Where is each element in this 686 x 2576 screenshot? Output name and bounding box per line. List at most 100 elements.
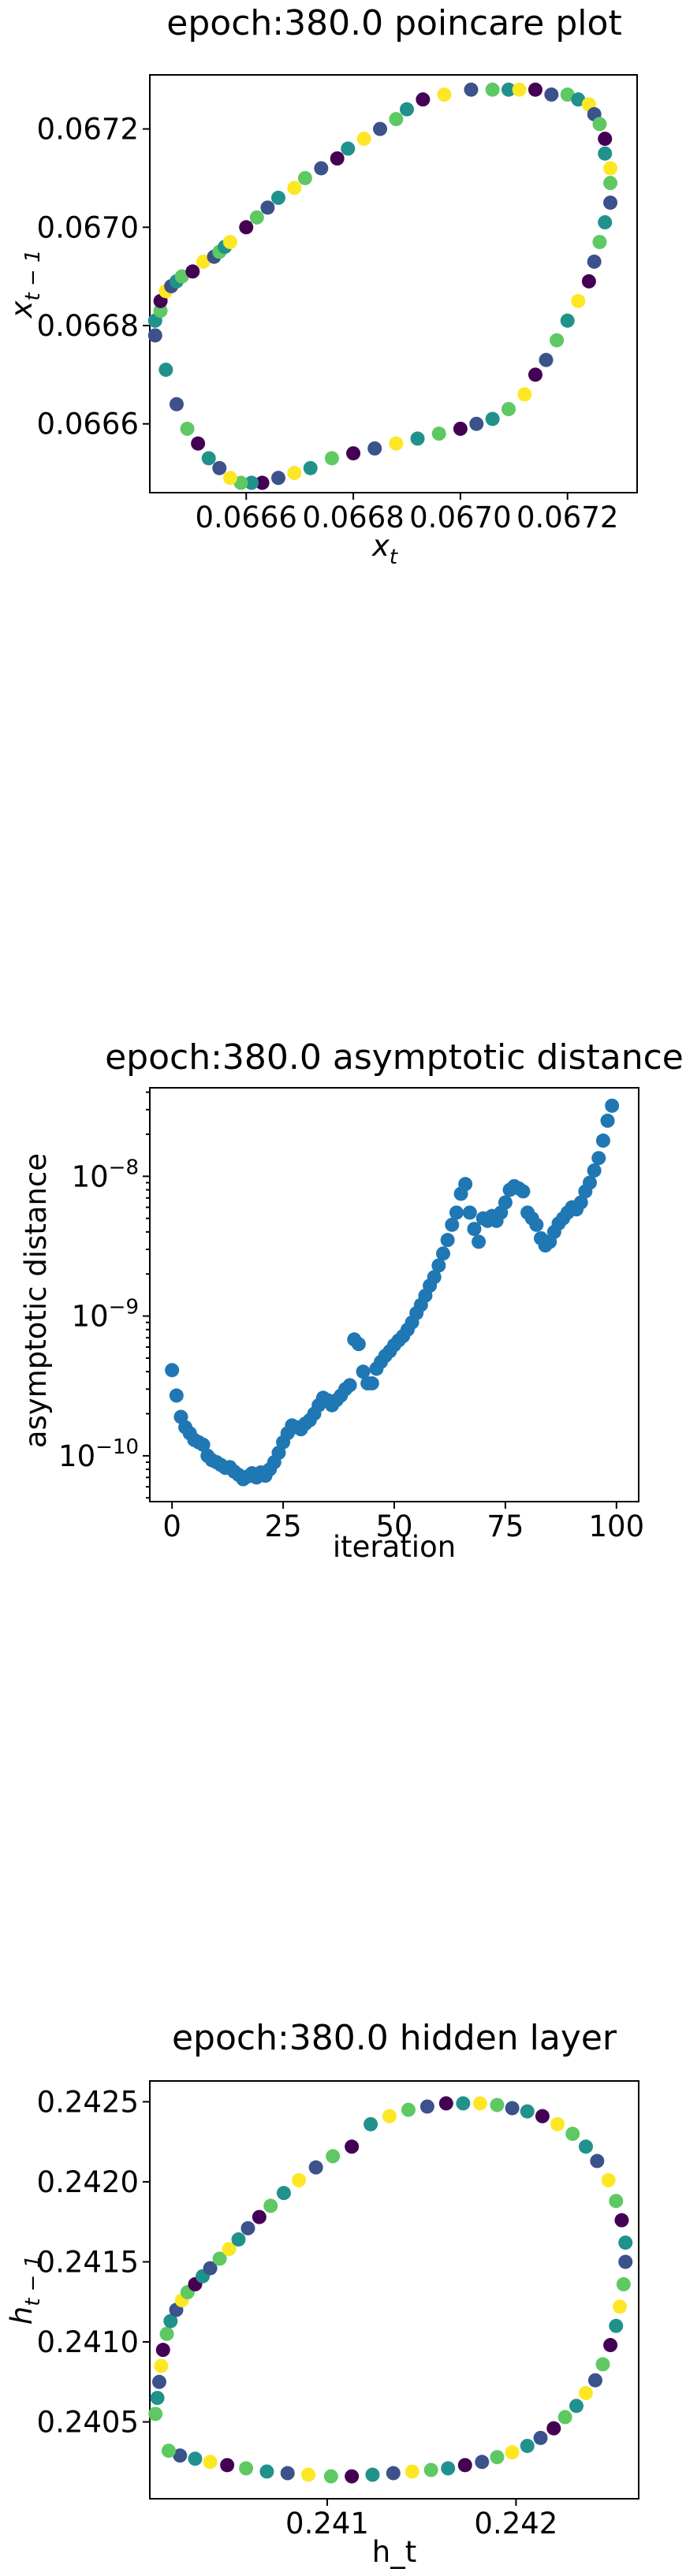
scatter-point bbox=[571, 293, 586, 308]
scatter-point bbox=[147, 328, 162, 343]
x-tick-label: 100 bbox=[589, 1509, 645, 1543]
scatter-point bbox=[485, 411, 500, 426]
scatter-point bbox=[472, 1234, 487, 1249]
scatter-point bbox=[297, 170, 312, 185]
asymptotic-chart: epoch:380.0 asymptotic distance 0 25 50 75 1… bbox=[19, 1037, 684, 1564]
scatter-point bbox=[239, 2461, 254, 2476]
scatter-point bbox=[440, 1233, 455, 1248]
scatter-point bbox=[528, 82, 542, 97]
asymptotic-y-label: asymptotic distance bbox=[19, 1153, 53, 1448]
scatter-point bbox=[469, 416, 484, 431]
y-tick-label: 0.0672 bbox=[37, 113, 139, 147]
scatter-point bbox=[203, 2455, 218, 2470]
asymptotic-x-ticks: 0 25 50 75 100 bbox=[162, 1502, 644, 1543]
scatter-point bbox=[201, 451, 216, 466]
scatter-point bbox=[472, 2096, 487, 2111]
scatter-point bbox=[154, 2358, 169, 2373]
scatter-point bbox=[550, 333, 565, 348]
y-tick-label: 0.0666 bbox=[37, 408, 139, 441]
hidden-layer-y-ticks: 0.2405 0.2410 0.2415 0.2420 0.2425 bbox=[37, 2085, 150, 2440]
x-tick-label: 75 bbox=[487, 1509, 524, 1543]
scatter-point bbox=[592, 117, 607, 132]
scatter-point bbox=[419, 2099, 434, 2114]
scatter-point bbox=[287, 466, 302, 481]
scatter-point bbox=[581, 274, 596, 288]
scatter-point bbox=[148, 2407, 163, 2422]
scatter-point bbox=[270, 190, 285, 205]
hidden-layer-x-label: h_t bbox=[372, 2535, 416, 2569]
scatter-point bbox=[303, 460, 318, 475]
scatter-point bbox=[356, 132, 371, 147]
y-tick-exponent: −8 bbox=[109, 1156, 139, 1179]
scatter-point bbox=[609, 2318, 624, 2333]
scatter-point bbox=[212, 2251, 227, 2266]
scatter-point bbox=[301, 2467, 316, 2482]
scatter-point bbox=[196, 1437, 211, 1452]
scatter-point bbox=[280, 2466, 295, 2481]
scatter-point bbox=[423, 2462, 438, 2477]
scatter-point bbox=[592, 235, 607, 249]
y-tick-label: 10−9 bbox=[72, 1296, 139, 1334]
scatter-point bbox=[292, 2172, 307, 2187]
scatter-point bbox=[151, 2374, 166, 2389]
scatter-point bbox=[573, 1195, 588, 1210]
x-tick-label: 0.242 bbox=[474, 2507, 557, 2541]
scatter-point bbox=[603, 176, 618, 191]
scatter-point bbox=[326, 2149, 341, 2164]
scatter-point bbox=[159, 2326, 174, 2341]
scatter-point bbox=[222, 471, 237, 486]
poincare-chart: epoch:380.0 poincare plot 0.0666 0.0668 0.… bbox=[5, 3, 638, 569]
scatter-point bbox=[520, 2104, 535, 2119]
poincare-x-label: xt bbox=[371, 529, 398, 569]
scatter-point bbox=[546, 2421, 561, 2436]
hidden-layer-plot-frame bbox=[149, 2080, 639, 2500]
scatter-point bbox=[155, 2343, 170, 2358]
y-tick-base: 10 bbox=[72, 1300, 109, 1334]
scatter-point bbox=[308, 2160, 323, 2175]
scatter-point bbox=[618, 2235, 633, 2250]
asymptotic-title: epoch:380.0 asymptotic distance bbox=[105, 1037, 684, 1078]
scatter-point bbox=[405, 2464, 419, 2479]
scatter-point bbox=[351, 1337, 366, 1352]
asymptotic-x-label: iteration bbox=[333, 1530, 456, 1564]
scatter-point bbox=[185, 264, 200, 279]
y-tick-label: 0.0670 bbox=[37, 210, 139, 244]
scatter-point bbox=[498, 1195, 513, 1210]
scatter-point bbox=[603, 161, 618, 176]
scatter-point bbox=[505, 2101, 520, 2116]
scatter-point bbox=[174, 269, 189, 284]
scatter-point bbox=[475, 2455, 490, 2470]
scatter-point bbox=[441, 2461, 456, 2476]
scatter-point bbox=[609, 2194, 624, 2209]
scatter-point bbox=[153, 303, 168, 318]
scatter-point bbox=[453, 421, 468, 436]
scatter-point bbox=[587, 254, 602, 269]
scatter-point bbox=[287, 181, 302, 195]
scatter-point bbox=[240, 2220, 255, 2235]
scatter-point bbox=[255, 475, 270, 490]
x-tick-label: 50 bbox=[375, 1509, 412, 1543]
scatter-point bbox=[501, 82, 516, 97]
scatter-point bbox=[505, 2445, 520, 2460]
poincare-x-ticks: 0.0666 0.0668 0.0670 0.0672 bbox=[196, 493, 618, 534]
scatter-point bbox=[464, 82, 479, 97]
scatter-point bbox=[436, 1246, 450, 1261]
scatter-point bbox=[324, 451, 339, 466]
scatter-point bbox=[150, 2391, 165, 2406]
y-tick-label: 0.0668 bbox=[37, 309, 139, 343]
scatter-point bbox=[180, 421, 195, 436]
scatter-point bbox=[603, 2338, 618, 2353]
x-tick-label: 25 bbox=[265, 1509, 302, 1543]
scatter-point bbox=[260, 200, 275, 215]
scatter-point bbox=[165, 1363, 180, 1378]
x-tick-label: 0 bbox=[162, 1509, 181, 1543]
scatter-point bbox=[158, 363, 173, 378]
scatter-point bbox=[401, 2102, 416, 2117]
scatter-point bbox=[449, 1205, 464, 1220]
scatter-point bbox=[386, 2466, 401, 2481]
scatter-point bbox=[270, 471, 285, 486]
scatter-point bbox=[249, 210, 264, 225]
y-tick-label: 0.2415 bbox=[37, 2245, 139, 2279]
scatter-point bbox=[345, 2469, 360, 2484]
asymptotic-points bbox=[165, 1098, 620, 1487]
